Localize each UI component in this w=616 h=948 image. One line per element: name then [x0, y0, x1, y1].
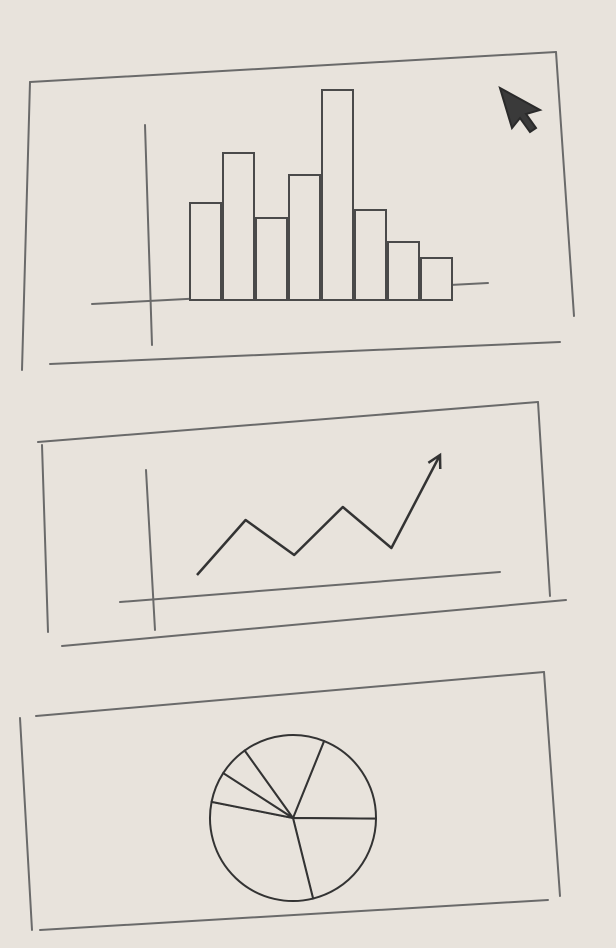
panel-edge [49, 341, 561, 365]
arrow-head [427, 452, 442, 470]
y-axis [145, 469, 156, 631]
pie-slice [291, 739, 377, 820]
bar [189, 202, 222, 301]
line-panel [37, 401, 567, 647]
panel-edge [35, 671, 545, 717]
panel-edge [555, 51, 575, 317]
bar [387, 241, 420, 301]
panel-edge [543, 671, 561, 897]
panel-edge [19, 717, 33, 931]
bar [255, 217, 288, 301]
bar [222, 152, 255, 301]
bar [288, 174, 321, 301]
pie-slice [243, 734, 326, 821]
pie-panel [19, 671, 561, 931]
panel-edge [39, 899, 549, 931]
marks [189, 89, 453, 902]
panel-edge [37, 401, 539, 443]
panel-edge [61, 599, 567, 647]
x-axis [119, 571, 501, 603]
y-axis [144, 124, 153, 346]
panel-edge [21, 81, 31, 371]
bar [321, 89, 354, 301]
cursor [498, 85, 543, 134]
bar [420, 257, 453, 301]
line [196, 454, 442, 576]
pie-slice [209, 800, 315, 902]
panel-edge [29, 51, 557, 83]
bar [354, 209, 387, 301]
pie-slice [291, 816, 378, 900]
panel-edge [41, 444, 49, 633]
panel-edge [537, 401, 551, 597]
